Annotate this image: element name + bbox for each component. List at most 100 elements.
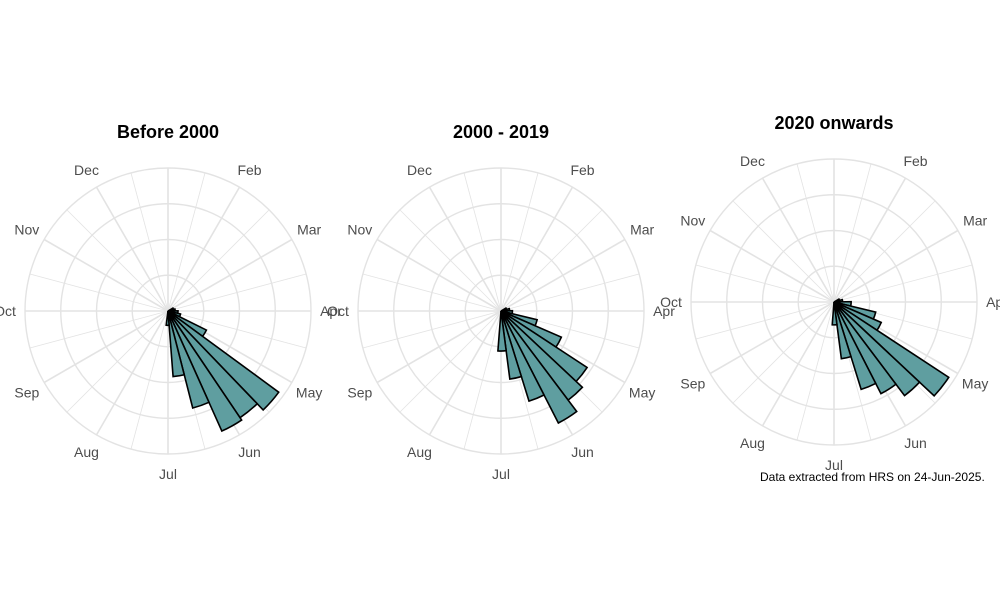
month-label-jun: Jun <box>571 444 594 460</box>
bar-wedge-6 <box>833 301 921 397</box>
grid-spoke <box>463 172 502 312</box>
bar-wedge-8 <box>167 310 211 409</box>
grid-spoke <box>167 310 307 349</box>
grid-spoke <box>695 264 835 303</box>
bar-wedge-7 <box>167 310 243 433</box>
bar-wedge-5 <box>167 310 280 412</box>
month-label-oct: Oct <box>660 294 682 310</box>
grid-spoke <box>500 273 640 312</box>
month-label-sep: Sep <box>680 376 705 392</box>
month-label-aug: Aug <box>740 435 765 451</box>
panel-title: Before 2000 <box>117 122 219 142</box>
grid-spoke <box>732 200 835 303</box>
month-label-sep: Sep <box>347 385 372 401</box>
bar-wedge-10 <box>497 310 508 352</box>
grid-spoke <box>732 301 835 404</box>
grid-spoke <box>167 186 241 312</box>
grid-spoke <box>796 163 835 303</box>
month-label-feb: Feb <box>903 153 927 169</box>
grid-spoke <box>167 209 270 312</box>
grid-spoke <box>399 209 502 312</box>
grid-spoke <box>463 310 502 450</box>
grid-spoke <box>796 301 835 441</box>
month-label-jul: Jul <box>159 466 177 482</box>
grid-spoke <box>761 301 835 427</box>
grid-spoke <box>399 310 502 413</box>
panel-2000-2019: 2000 - 2019 Feb Mar Apr May Jun Jul Aug Sep Oct N… <box>327 122 675 482</box>
month-label-mar: Mar <box>297 222 321 238</box>
month-label-may: May <box>962 376 988 392</box>
grid-spoke <box>833 264 973 303</box>
grid-spoke <box>833 163 872 303</box>
grid-spoke <box>66 209 169 312</box>
month-label-jul: Jul <box>492 466 510 482</box>
panel-2020-onwards: 2020 onwards Feb Mar Apr May Jun Jul Aug Sep Oct… <box>660 113 1000 473</box>
month-label-nov: Nov <box>14 222 39 238</box>
grid-spoke <box>761 177 835 303</box>
grid-spoke <box>376 238 502 312</box>
grid-spoke <box>95 310 169 436</box>
month-label-oct: Oct <box>0 303 16 319</box>
month-label-nov: Nov <box>347 222 372 238</box>
grid-spoke <box>709 301 835 375</box>
bar-wedge-9 <box>833 301 852 360</box>
grid-spoke <box>43 238 169 312</box>
month-label-mar: Mar <box>630 222 654 238</box>
grid-spoke <box>833 229 959 303</box>
panel-title: 2000 - 2019 <box>453 122 549 142</box>
grid-spoke <box>362 310 502 349</box>
month-label-feb: Feb <box>570 162 594 178</box>
month-label-jul: Jul <box>825 457 843 473</box>
grid-spoke <box>167 273 307 312</box>
grid-spoke <box>130 310 169 450</box>
data-source-caption: Data extracted from HRS on 24-Jun-2025. <box>760 470 985 484</box>
grid-spoke <box>709 229 835 303</box>
grid-spoke <box>500 209 603 312</box>
bar-wedge-7 <box>500 310 578 425</box>
grid-spoke <box>428 186 502 312</box>
grid-spoke <box>428 310 502 436</box>
month-label-aug: Aug <box>407 444 432 460</box>
month-label-dec: Dec <box>740 153 765 169</box>
grid-spoke <box>500 238 626 312</box>
bar-wedge-10 <box>165 310 170 327</box>
grid-spoke <box>833 200 936 303</box>
grid-spoke <box>500 172 539 312</box>
panel-title: 2020 onwards <box>774 113 893 133</box>
bar-wedge-5 <box>833 301 950 398</box>
month-label-apr: Apr <box>986 294 1000 310</box>
grid-spoke <box>66 310 169 413</box>
month-label-mar: Mar <box>963 213 987 229</box>
grid-spoke <box>29 310 169 349</box>
panel-before-2000: Before 2000 Feb Mar Apr May Jun Jul Aug Sep Oct N… <box>0 122 342 482</box>
bar-wedge-10 <box>831 301 838 326</box>
grid-spoke <box>167 238 293 312</box>
grid-spoke <box>43 310 169 384</box>
month-label-apr: Apr <box>653 303 675 319</box>
month-label-apr: Apr <box>320 303 342 319</box>
grid-spoke <box>29 273 169 312</box>
grid-spoke <box>695 301 835 340</box>
month-label-may: May <box>296 385 322 401</box>
month-label-aug: Aug <box>74 444 99 460</box>
bar-wedge-8 <box>833 301 877 391</box>
grid-spoke <box>167 172 206 312</box>
month-label-feb: Feb <box>237 162 261 178</box>
month-label-sep: Sep <box>14 385 39 401</box>
bar-wedge-9 <box>167 310 186 378</box>
grid-spoke <box>362 273 502 312</box>
grid-spoke <box>130 172 169 312</box>
month-label-dec: Dec <box>74 162 99 178</box>
grid-spoke <box>95 186 169 312</box>
month-label-may: May <box>629 385 655 401</box>
month-label-oct: Oct <box>327 303 349 319</box>
month-label-jun: Jun <box>904 435 927 451</box>
grid-spoke <box>833 177 907 303</box>
month-label-dec: Dec <box>407 162 432 178</box>
month-label-nov: Nov <box>680 213 705 229</box>
bar-wedge-7 <box>833 301 898 395</box>
month-label-jun: Jun <box>238 444 261 460</box>
bar-wedge-8 <box>500 310 546 403</box>
grid-spoke <box>376 310 502 384</box>
